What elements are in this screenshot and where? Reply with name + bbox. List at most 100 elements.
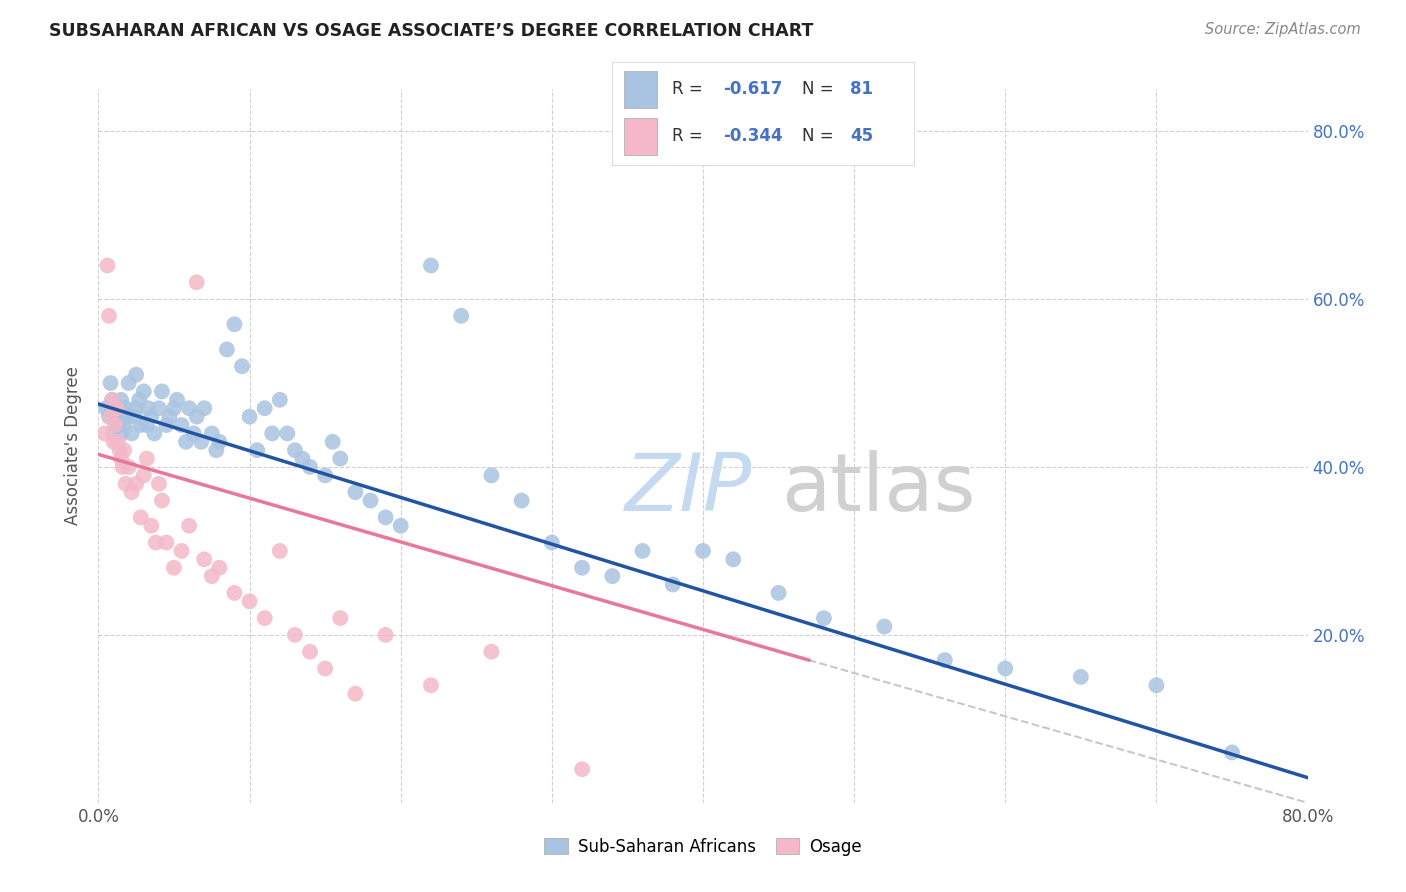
Point <box>231 359 253 374</box>
Point <box>114 476 136 491</box>
Point <box>159 409 181 424</box>
Point <box>112 443 135 458</box>
Point <box>111 409 134 424</box>
Point <box>112 417 135 432</box>
Point <box>205 443 228 458</box>
Point <box>322 434 344 449</box>
Point <box>135 417 157 432</box>
Point <box>110 426 132 441</box>
Point <box>183 426 205 441</box>
Text: N =: N = <box>801 128 839 145</box>
Text: -0.617: -0.617 <box>724 80 783 98</box>
Text: -0.344: -0.344 <box>724 128 783 145</box>
Point <box>148 476 170 491</box>
Point <box>155 535 177 549</box>
Point <box>253 401 276 416</box>
Point <box>100 409 122 424</box>
Point <box>111 460 134 475</box>
Point <box>723 552 745 566</box>
Point <box>100 376 122 390</box>
Point <box>107 434 129 449</box>
Point <box>103 426 125 441</box>
Point <box>329 451 352 466</box>
Point <box>540 535 562 549</box>
Point <box>262 426 284 441</box>
Point <box>115 409 138 424</box>
Point <box>291 451 314 466</box>
Point <box>269 544 291 558</box>
Point <box>344 687 367 701</box>
Point <box>170 544 193 558</box>
Point <box>299 645 322 659</box>
FancyBboxPatch shape <box>624 118 657 155</box>
Point <box>239 594 262 608</box>
Text: R =: R = <box>672 128 709 145</box>
Point <box>193 401 215 416</box>
Point <box>692 544 714 558</box>
Point <box>145 535 167 549</box>
Point <box>136 401 159 416</box>
Point <box>661 577 683 591</box>
Point <box>105 401 128 416</box>
Point <box>105 409 128 424</box>
Point <box>253 611 276 625</box>
Point <box>135 451 157 466</box>
Point <box>155 417 177 432</box>
Point <box>190 434 212 449</box>
Point <box>450 309 472 323</box>
Legend: Sub-Saharan Africans, Osage: Sub-Saharan Africans, Osage <box>537 831 869 863</box>
Point <box>344 485 367 500</box>
Text: Source: ZipAtlas.com: Source: ZipAtlas.com <box>1205 22 1361 37</box>
Point <box>1070 670 1092 684</box>
Point <box>239 409 262 424</box>
Point <box>934 653 956 667</box>
Point <box>150 493 173 508</box>
Point <box>201 426 224 441</box>
Point <box>299 460 322 475</box>
Point <box>208 560 231 574</box>
Point <box>571 762 593 776</box>
Point <box>128 392 150 407</box>
Point <box>118 376 141 390</box>
Point <box>103 434 125 449</box>
Point <box>215 343 238 357</box>
Point <box>201 569 224 583</box>
Point <box>121 485 143 500</box>
FancyBboxPatch shape <box>624 70 657 108</box>
Point <box>276 426 298 441</box>
Point <box>284 443 307 458</box>
Point <box>186 275 208 289</box>
Text: R =: R = <box>672 80 709 98</box>
Text: ZIP: ZIP <box>624 450 752 528</box>
Point <box>148 401 170 416</box>
Point <box>132 468 155 483</box>
Point <box>179 401 201 416</box>
Point <box>374 510 396 524</box>
Point <box>125 401 148 416</box>
Point <box>284 628 307 642</box>
Text: atlas: atlas <box>782 450 976 528</box>
Point <box>269 392 291 407</box>
Point <box>631 544 654 558</box>
Point <box>94 401 117 416</box>
Point <box>129 417 152 432</box>
Point <box>132 384 155 399</box>
Point <box>101 392 124 407</box>
Point <box>208 434 231 449</box>
Point <box>118 460 141 475</box>
Point <box>104 401 127 416</box>
Point <box>571 560 593 574</box>
Point <box>602 569 624 583</box>
Point <box>121 426 143 441</box>
Point <box>186 409 208 424</box>
Point <box>179 518 201 533</box>
Point <box>98 309 121 323</box>
Point <box>93 426 115 441</box>
Point <box>110 392 132 407</box>
Point <box>873 619 896 633</box>
Text: N =: N = <box>801 80 839 98</box>
Point <box>1220 746 1243 760</box>
Point <box>360 493 382 508</box>
Point <box>124 409 146 424</box>
Point <box>1144 678 1167 692</box>
